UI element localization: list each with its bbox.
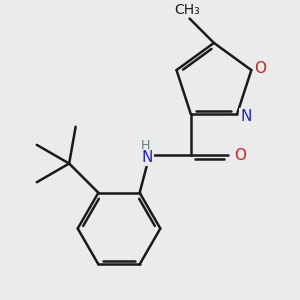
Text: CH₃: CH₃ [175,3,200,17]
Text: O: O [234,148,246,163]
Text: N: N [142,150,153,165]
Text: O: O [254,61,266,76]
Text: H: H [141,139,150,152]
Text: N: N [240,109,252,124]
